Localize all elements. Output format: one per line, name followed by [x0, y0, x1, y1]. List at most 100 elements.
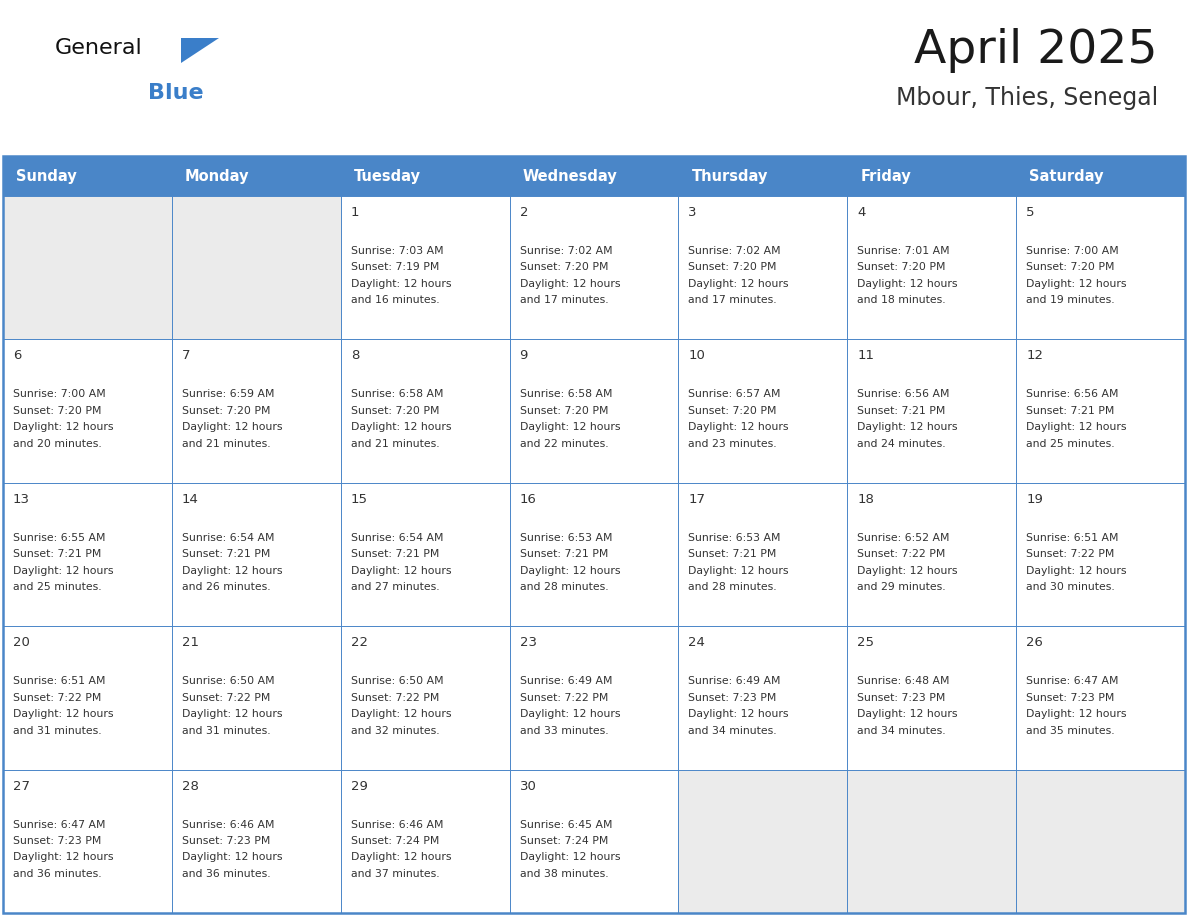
Bar [341, 196, 510, 340]
Text: Sunrise: 6:54 AM: Sunrise: 6:54 AM [182, 532, 274, 543]
Text: 1: 1 [350, 206, 359, 219]
Bar [4, 340, 172, 483]
Text: Saturday: Saturday [1029, 169, 1104, 184]
Text: 13: 13 [13, 493, 30, 506]
Bar [4, 626, 172, 769]
Text: 14: 14 [182, 493, 198, 506]
Text: Mbour, Thies, Senegal: Mbour, Thies, Senegal [896, 86, 1158, 110]
Text: and 23 minutes.: and 23 minutes. [688, 439, 777, 449]
Bar [1016, 196, 1184, 340]
Text: 9: 9 [519, 350, 527, 363]
Text: and 27 minutes.: and 27 minutes. [350, 582, 440, 592]
Text: Sunset: 7:23 PM: Sunset: 7:23 PM [1026, 692, 1114, 702]
Text: Sunrise: 6:46 AM: Sunrise: 6:46 AM [182, 820, 274, 830]
Text: 18: 18 [858, 493, 874, 506]
Text: 17: 17 [688, 493, 706, 506]
Text: Sunrise: 6:55 AM: Sunrise: 6:55 AM [13, 532, 106, 543]
Text: 3: 3 [688, 206, 697, 219]
Text: 12: 12 [1026, 350, 1043, 363]
Bar [847, 340, 1016, 483]
Text: Sunset: 7:21 PM: Sunset: 7:21 PM [1026, 406, 1114, 416]
Text: Daylight: 12 hours: Daylight: 12 hours [858, 709, 958, 719]
Bar [172, 340, 341, 483]
Text: Sunrise: 7:02 AM: Sunrise: 7:02 AM [519, 246, 612, 256]
Text: Sunset: 7:23 PM: Sunset: 7:23 PM [858, 692, 946, 702]
Text: General: General [55, 38, 143, 58]
Bar [847, 196, 1016, 340]
Text: and 24 minutes.: and 24 minutes. [858, 439, 946, 449]
Text: 11: 11 [858, 350, 874, 363]
Text: Sunset: 7:20 PM: Sunset: 7:20 PM [519, 406, 608, 416]
Text: Sunrise: 6:49 AM: Sunrise: 6:49 AM [688, 676, 781, 686]
Text: 5: 5 [1026, 206, 1035, 219]
Text: and 28 minutes.: and 28 minutes. [519, 582, 608, 592]
Bar [510, 196, 678, 340]
Text: Daylight: 12 hours: Daylight: 12 hours [858, 279, 958, 289]
Text: Daylight: 12 hours: Daylight: 12 hours [688, 709, 789, 719]
Text: Sunrise: 7:00 AM: Sunrise: 7:00 AM [13, 389, 106, 399]
Text: Sunrise: 6:53 AM: Sunrise: 6:53 AM [688, 532, 781, 543]
Text: Daylight: 12 hours: Daylight: 12 hours [1026, 422, 1126, 432]
Bar [1016, 340, 1184, 483]
Bar [847, 626, 1016, 769]
Text: April 2025: April 2025 [915, 28, 1158, 73]
Text: Sunrise: 6:56 AM: Sunrise: 6:56 AM [1026, 389, 1119, 399]
Text: Wednesday: Wednesday [523, 169, 618, 184]
Text: Sunset: 7:20 PM: Sunset: 7:20 PM [688, 263, 777, 273]
Text: Daylight: 12 hours: Daylight: 12 hours [182, 422, 283, 432]
Text: and 17 minutes.: and 17 minutes. [519, 296, 608, 306]
Text: and 32 minutes.: and 32 minutes. [350, 725, 440, 735]
Bar [847, 483, 1016, 626]
Bar [1016, 483, 1184, 626]
Bar [678, 483, 847, 626]
Text: Sunrise: 6:50 AM: Sunrise: 6:50 AM [182, 676, 274, 686]
Text: Monday: Monday [185, 169, 249, 184]
Text: and 21 minutes.: and 21 minutes. [182, 439, 271, 449]
Text: and 25 minutes.: and 25 minutes. [1026, 439, 1114, 449]
Text: Sunrise: 6:54 AM: Sunrise: 6:54 AM [350, 532, 443, 543]
Text: Sunrise: 6:47 AM: Sunrise: 6:47 AM [1026, 676, 1119, 686]
Text: and 35 minutes.: and 35 minutes. [1026, 725, 1114, 735]
Text: and 36 minutes.: and 36 minutes. [13, 869, 102, 879]
Text: Friday: Friday [860, 169, 911, 184]
Text: and 17 minutes.: and 17 minutes. [688, 296, 777, 306]
Text: Daylight: 12 hours: Daylight: 12 hours [182, 565, 283, 576]
Text: Sunrise: 6:48 AM: Sunrise: 6:48 AM [858, 676, 949, 686]
Text: Sunset: 7:21 PM: Sunset: 7:21 PM [350, 549, 440, 559]
Text: Sunrise: 6:45 AM: Sunrise: 6:45 AM [519, 820, 612, 830]
Bar [172, 769, 341, 913]
Text: Sunset: 7:20 PM: Sunset: 7:20 PM [858, 263, 946, 273]
Text: Sunrise: 7:02 AM: Sunrise: 7:02 AM [688, 246, 781, 256]
Bar [678, 340, 847, 483]
Text: Sunrise: 6:49 AM: Sunrise: 6:49 AM [519, 676, 612, 686]
Text: 26: 26 [1026, 636, 1043, 649]
Text: and 26 minutes.: and 26 minutes. [182, 582, 271, 592]
Text: Sunset: 7:22 PM: Sunset: 7:22 PM [1026, 549, 1114, 559]
Bar [341, 769, 510, 913]
Text: and 38 minutes.: and 38 minutes. [519, 869, 608, 879]
Text: 30: 30 [519, 779, 537, 792]
Text: Sunset: 7:20 PM: Sunset: 7:20 PM [13, 406, 101, 416]
Text: 8: 8 [350, 350, 359, 363]
Text: Daylight: 12 hours: Daylight: 12 hours [688, 422, 789, 432]
Text: 15: 15 [350, 493, 368, 506]
Text: and 21 minutes.: and 21 minutes. [350, 439, 440, 449]
Text: Sunset: 7:24 PM: Sunset: 7:24 PM [350, 836, 440, 846]
Text: Sunset: 7:22 PM: Sunset: 7:22 PM [13, 692, 101, 702]
Bar [678, 769, 847, 913]
Bar [341, 626, 510, 769]
Bar [341, 483, 510, 626]
Text: Daylight: 12 hours: Daylight: 12 hours [688, 279, 789, 289]
Bar [4, 196, 172, 340]
Text: Sunrise: 6:51 AM: Sunrise: 6:51 AM [1026, 532, 1119, 543]
Text: Daylight: 12 hours: Daylight: 12 hours [519, 422, 620, 432]
Text: Daylight: 12 hours: Daylight: 12 hours [182, 853, 283, 863]
Text: 20: 20 [13, 636, 30, 649]
Text: Sunrise: 6:52 AM: Sunrise: 6:52 AM [858, 532, 949, 543]
Text: Sunrise: 6:58 AM: Sunrise: 6:58 AM [350, 389, 443, 399]
Text: Thursday: Thursday [691, 169, 767, 184]
Text: 4: 4 [858, 206, 866, 219]
Text: 24: 24 [688, 636, 706, 649]
Text: Sunrise: 6:57 AM: Sunrise: 6:57 AM [688, 389, 781, 399]
Text: Daylight: 12 hours: Daylight: 12 hours [1026, 565, 1126, 576]
